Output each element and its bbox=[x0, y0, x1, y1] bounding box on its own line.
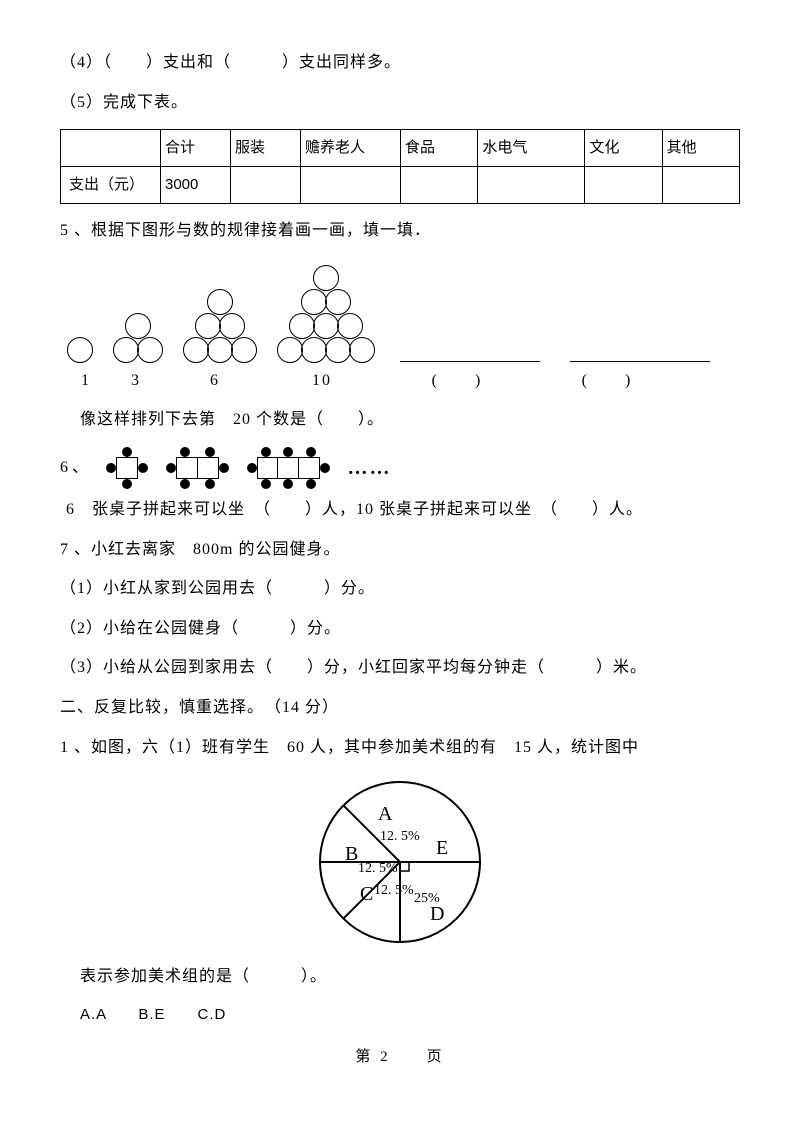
page-footer: 第 2 页 bbox=[60, 1045, 740, 1069]
pie-pct-b: 12. 5% bbox=[358, 861, 398, 876]
pie-label-c: C bbox=[360, 883, 373, 905]
table-cell bbox=[401, 167, 478, 204]
triangle-3 bbox=[114, 314, 162, 362]
table-cell: 其他 bbox=[662, 130, 739, 167]
table-cell: 文化 bbox=[585, 130, 662, 167]
triangle-pattern bbox=[68, 266, 740, 362]
num-label: 6 bbox=[168, 368, 262, 394]
question-7-1: （1）小红从家到公园用去（ ）分。 bbox=[60, 576, 740, 602]
table-cell bbox=[61, 130, 161, 167]
table-group-1 bbox=[106, 447, 148, 489]
pie-pct-d: 25% bbox=[414, 891, 440, 906]
num-label: 1 bbox=[68, 368, 104, 394]
table-group-3 bbox=[247, 447, 330, 489]
answer-choices[interactable]: A.A B.E C.D bbox=[60, 1003, 740, 1027]
table-cell: 3000 bbox=[161, 167, 231, 204]
table-cell bbox=[478, 167, 585, 204]
table-cell: 食品 bbox=[401, 130, 478, 167]
table-cell bbox=[301, 167, 401, 204]
table-cell bbox=[585, 167, 662, 204]
pie-label-e: E bbox=[436, 837, 448, 859]
triangle-1 bbox=[68, 338, 92, 362]
question-5-intro: （5）完成下表。 bbox=[60, 90, 740, 116]
question-6-text: 6 张桌子拼起来可以坐 （ ）人，10 张桌子拼起来可以坐 （ ）人。 bbox=[60, 497, 740, 523]
table-row: 支出（元） 3000 bbox=[61, 167, 740, 204]
section-2-q1: 1 、如图，六（1）班有学生 60 人，其中参加美术组的有 15 人，统计图中 bbox=[60, 735, 740, 761]
pie-pct-a: 12. 5% bbox=[380, 829, 420, 844]
table-group-2 bbox=[166, 447, 229, 489]
table-cell: 赡养老人 bbox=[301, 130, 401, 167]
table-cell: 支出（元） bbox=[61, 167, 161, 204]
table-dots-pattern: 6 、 …… bbox=[60, 447, 740, 489]
num-label: 3 bbox=[104, 368, 168, 394]
section-2-q1b: 表示参加美术组的是（ ）。 bbox=[60, 964, 740, 990]
ellipsis-icon: …… bbox=[348, 452, 392, 484]
question-4: （4）（ ）支出和（ ）支出同样多。 bbox=[60, 50, 740, 76]
pie-pct-c: 12. 5% bbox=[374, 883, 414, 898]
expense-table: 合计 服装 赡养老人 食品 水电气 文化 其他 支出（元） 3000 bbox=[60, 129, 740, 204]
pie-chart: A 12. 5% B 12. 5% C 12. 5% D 25% E bbox=[60, 774, 740, 958]
triangle-6 bbox=[184, 290, 256, 362]
question-5-rule: 5 、根据下图形与数的规律接着画一画，填一填． bbox=[60, 218, 740, 244]
table-cell: 水电气 bbox=[478, 130, 585, 167]
question-7-3: （3）小给从公园到家用去（ ）分，小红回家平均每分钟走（ ）米。 bbox=[60, 655, 740, 681]
table-cell: 服装 bbox=[231, 130, 301, 167]
question-20th: 像这样排列下去第 20 个数是（ ）。 bbox=[60, 407, 740, 433]
question-7-2: （2）小给在公园健身（ ）分。 bbox=[60, 616, 740, 642]
table-cell bbox=[231, 167, 301, 204]
num-label: 10 bbox=[262, 368, 382, 394]
table-cell bbox=[662, 167, 739, 204]
pattern-numbers: 1 3 6 10 ( ) ( ) bbox=[68, 368, 740, 394]
table-cell: 合计 bbox=[161, 130, 231, 167]
table-row: 合计 服装 赡养老人 食品 水电气 文化 其他 bbox=[61, 130, 740, 167]
pie-label-d: D bbox=[430, 903, 444, 925]
question-7: 7 、小红去离家 800m 的公园健身。 bbox=[60, 537, 740, 563]
triangle-10 bbox=[278, 266, 374, 362]
pie-label-a: A bbox=[378, 803, 393, 825]
blank-line[interactable] bbox=[400, 340, 540, 362]
paren-blank[interactable]: ( ) bbox=[382, 368, 532, 394]
paren-blank[interactable]: ( ) bbox=[532, 368, 682, 394]
pie-label-b: B bbox=[345, 843, 358, 865]
q6-label: 6 、 bbox=[60, 455, 88, 481]
blank-line[interactable] bbox=[570, 340, 710, 362]
section-2-title: 二、反复比较，慎重选择。 （14 分） bbox=[60, 695, 740, 721]
